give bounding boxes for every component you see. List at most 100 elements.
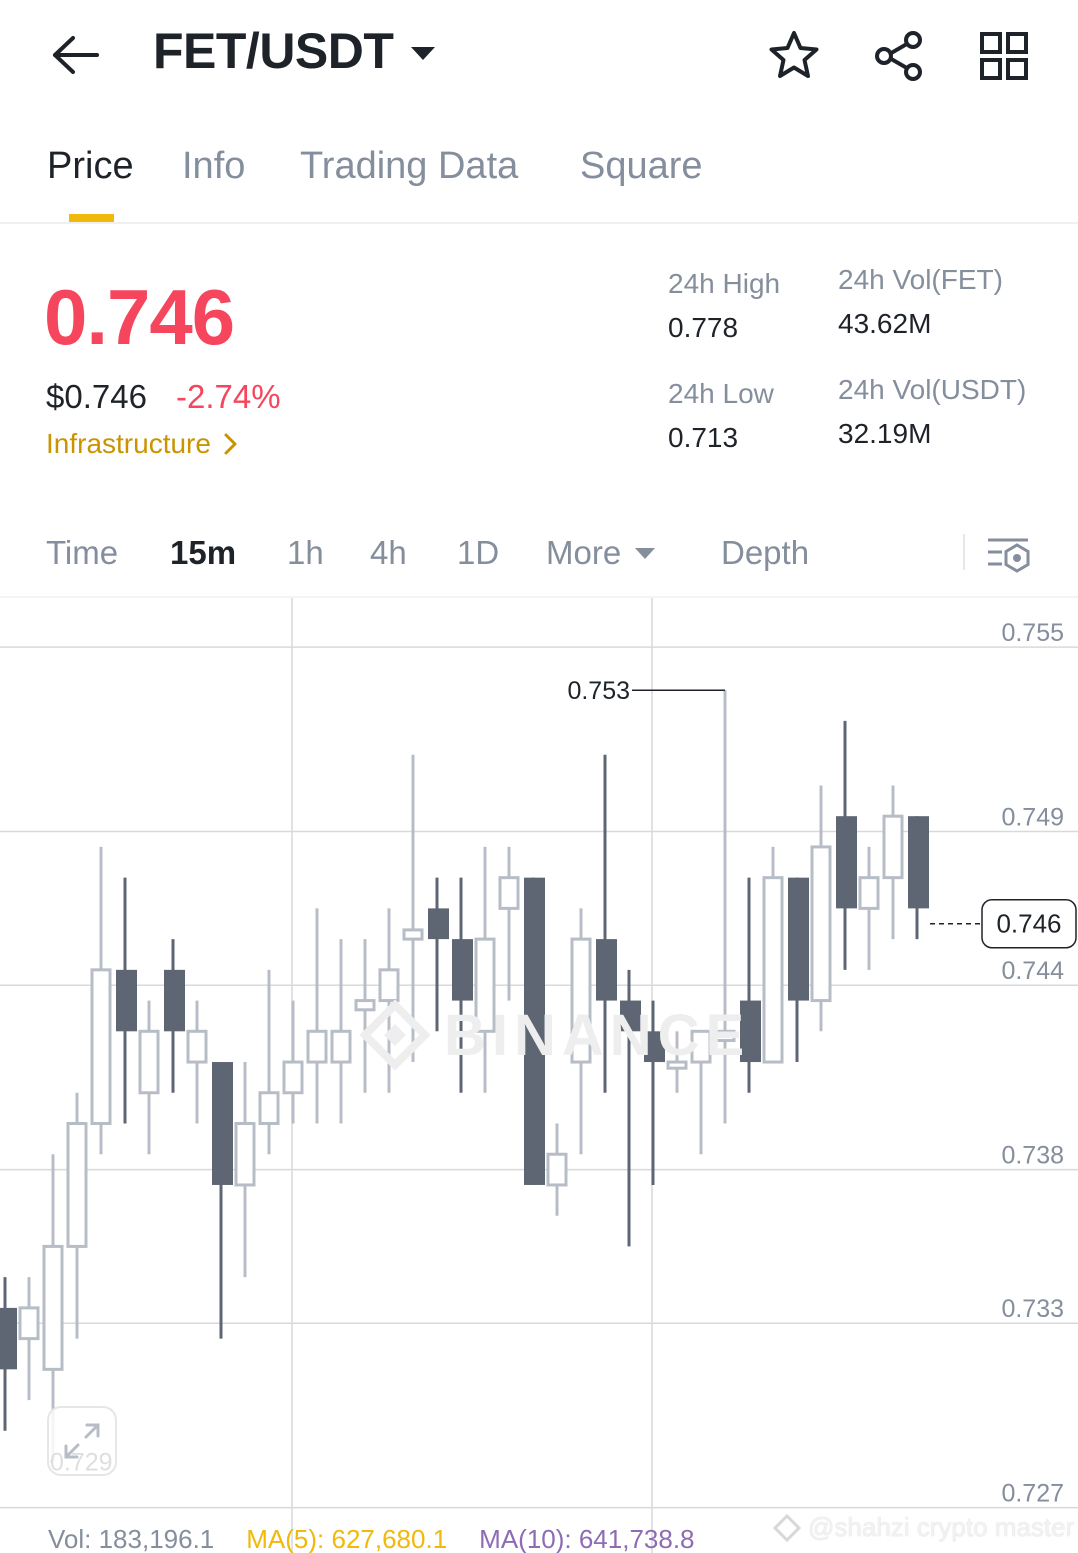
interval-more[interactable]: More — [546, 534, 656, 572]
back-button[interactable] — [48, 30, 104, 80]
candle-body-up — [138, 1029, 160, 1095]
candle-body-down — [452, 939, 473, 1001]
caret-down-icon — [411, 46, 436, 60]
share-icon — [875, 31, 922, 81]
category-tag-link[interactable]: Infrastructure — [46, 428, 239, 460]
top-bar: FET/USDT — [0, 0, 1078, 110]
pair-title: FET/USDT — [153, 23, 394, 79]
fullscreen-button[interactable] — [47, 1406, 117, 1476]
candle-body-up — [282, 1060, 304, 1095]
candle-body-up — [690, 1029, 712, 1064]
interval-4h[interactable]: 4h — [370, 534, 407, 571]
candle-body-down — [164, 969, 185, 1032]
page-tabs: Price Info Trading Data Square — [0, 130, 1078, 224]
expand-icon — [64, 1423, 100, 1459]
candle-body-down — [908, 816, 929, 909]
creator-name: @shahzi crypto master — [808, 1512, 1075, 1542]
candle-body-up — [258, 1091, 280, 1125]
ma5-value: MA(5): 627,680.1 — [246, 1524, 448, 1553]
volume-value: Vol: 183,196.1 — [48, 1524, 215, 1553]
candle-body-up — [354, 999, 376, 1012]
watermark-text: BINANCE — [444, 1002, 751, 1068]
logo-icon — [360, 1000, 430, 1070]
grid-icon — [980, 32, 1028, 80]
candle-body-up — [474, 937, 496, 1033]
volume-indicator-bar: Vol: 183,196.1 MA(5): 627,680.1 MA(10): … — [48, 1524, 727, 1553]
tab-price[interactable]: Price — [47, 145, 134, 187]
candlestick-chart[interactable]: 0.7550.7490.7440.7380.7330.7270.7530.729… — [0, 598, 1078, 1553]
candle-body-down — [836, 816, 857, 909]
candle-body-down — [116, 969, 137, 1032]
interval-time[interactable]: Time — [46, 534, 119, 571]
tab-depth[interactable]: Depth — [721, 534, 810, 571]
y-tick-label: 0.755 — [1001, 619, 1064, 647]
more-apps-button[interactable] — [976, 28, 1032, 84]
max-price-label: 0.753 — [567, 677, 630, 705]
star-icon — [769, 31, 819, 78]
chevron-right-icon — [224, 433, 237, 455]
candle-body-up — [42, 1244, 64, 1371]
candle-body-up — [546, 1152, 568, 1187]
candle-body-up — [402, 928, 424, 941]
vol-base-label: 24h Vol(FET) — [838, 264, 1003, 295]
category-tag-label: Infrastructure — [46, 428, 211, 459]
candle-body-up — [66, 1121, 88, 1248]
interval-bar: Time 15m 1h 4h 1D More Depth — [0, 520, 1078, 598]
y-tick-label: 0.749 — [1001, 804, 1064, 832]
vol-base-value: 43.62M — [838, 308, 932, 339]
high-value: 0.778 — [668, 312, 739, 343]
chart-settings-button[interactable] — [982, 528, 1034, 580]
active-tab-indicator — [69, 214, 114, 222]
candle-body-down — [212, 1062, 233, 1185]
y-tick-label: 0.744 — [1001, 957, 1064, 985]
tab-square[interactable]: Square — [580, 145, 703, 187]
candle-body-up — [186, 1029, 208, 1064]
last-price-badge-label: 0.746 — [996, 909, 1061, 939]
candle-body-down — [740, 1000, 761, 1063]
candle-body-up — [810, 845, 832, 1003]
vol-quote-label: 24h Vol(USDT) — [838, 374, 1027, 405]
candle-body-up — [306, 1029, 328, 1064]
candle-body-down — [644, 1031, 665, 1063]
candle-body-up — [666, 1060, 688, 1070]
exchange-watermark: BINANCE — [360, 1000, 750, 1070]
share-button[interactable] — [872, 28, 928, 84]
pair-selector[interactable]: FET/USDT — [153, 22, 436, 80]
candle-body-up — [330, 1029, 352, 1064]
low-value: 0.713 — [668, 422, 739, 453]
candle-body-up — [18, 1306, 40, 1341]
vol-quote-value: 32.19M — [838, 418, 932, 449]
caret-down-icon — [635, 547, 656, 559]
candle-body-up — [570, 937, 592, 1064]
back-arrow-icon — [53, 36, 99, 74]
tab-info[interactable]: Info — [182, 145, 246, 187]
candle-body-up — [234, 1121, 256, 1187]
candle-body-down — [596, 939, 617, 1001]
candle-body-up — [882, 814, 904, 880]
interval-15m[interactable]: 15m — [170, 534, 237, 571]
candle-body-up — [378, 968, 400, 1003]
y-tick-label: 0.727 — [1001, 1480, 1064, 1508]
tab-trading-data[interactable]: Trading Data — [300, 145, 519, 187]
candle-body-down — [620, 1000, 641, 1032]
ma10-value: MA(10): 641,738.8 — [479, 1524, 695, 1553]
candle-body-down — [788, 877, 809, 1001]
usd-price: $0.746 — [46, 378, 147, 415]
last-price-badge — [981, 898, 1077, 949]
chart-settings-icon — [988, 538, 1030, 573]
price-change: -2.74% — [176, 378, 281, 415]
interval-1d[interactable]: 1D — [457, 534, 500, 571]
y-tick-label: 0.738 — [1001, 1142, 1064, 1170]
divider — [963, 534, 965, 570]
creator-watermark: @shahzi crypto master — [772, 1512, 1074, 1543]
interval-1h[interactable]: 1h — [287, 534, 324, 571]
candle-body-up — [498, 876, 520, 910]
favorite-button[interactable] — [766, 28, 822, 84]
candle-body-down — [0, 1307, 17, 1370]
high-label: 24h High — [668, 268, 781, 299]
y-tick-label: 0.733 — [1001, 1295, 1064, 1323]
candle-body-down — [428, 908, 449, 940]
diamond-icon — [772, 1513, 802, 1542]
candle-body-up — [714, 1029, 736, 1043]
candle-body-up — [762, 876, 784, 1064]
